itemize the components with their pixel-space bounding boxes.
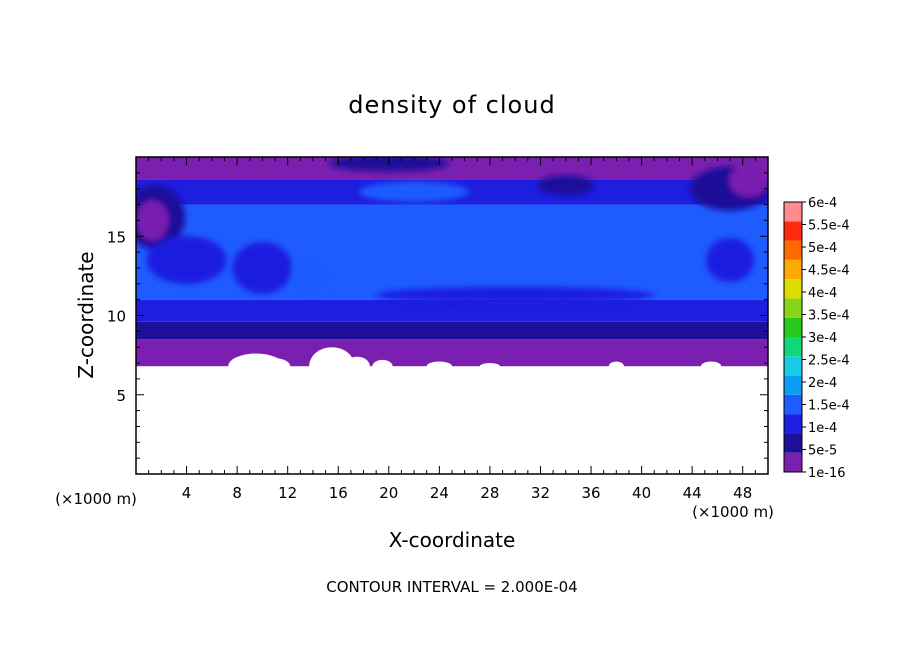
field-patch-8 [375, 286, 656, 303]
legend-swatch [784, 202, 802, 222]
legend-label: 5e-5 [808, 444, 837, 459]
legend-swatch [784, 337, 802, 357]
legend-swatch [784, 259, 802, 280]
field-layer-3 [136, 204, 768, 300]
legend-swatch [784, 433, 802, 453]
legend-swatch [784, 375, 802, 395]
field-patch-10 [706, 238, 755, 283]
field-layer-1 [136, 321, 768, 340]
legend-swatch [784, 452, 802, 472]
y-axis: 5 10 15 [107, 172, 768, 459]
x-tick-label: 24 [430, 484, 449, 502]
field-patch-1 [136, 200, 169, 241]
x-tick-label: 20 [379, 484, 398, 502]
legend-label: 2.5e-4 [808, 354, 850, 369]
x-tick-label: 32 [531, 484, 550, 502]
x-tick-label: 36 [581, 484, 600, 502]
base-gap-3 [344, 356, 370, 376]
legend-swatch [784, 356, 802, 376]
field-patch-7 [729, 164, 768, 197]
legend-swatch [784, 298, 802, 318]
x-tick-label: 4 [182, 484, 192, 502]
y-tick-label: 10 [107, 308, 126, 326]
legend-label: 1.5e-4 [808, 399, 850, 414]
legend-swatch [784, 394, 802, 415]
y-tick-label: 15 [107, 228, 126, 246]
field-patch-2 [146, 236, 227, 285]
legend-swatch [784, 240, 802, 260]
x-tick-label: 12 [278, 484, 297, 502]
x-tick-label: 8 [232, 484, 242, 502]
legend-swatch [784, 221, 802, 241]
base-gap-1 [259, 358, 291, 375]
plot-area [136, 157, 768, 474]
legend-label: 2e-4 [808, 376, 837, 391]
base-gap-8 [701, 361, 722, 371]
legend-label: 6e-4 [808, 196, 837, 211]
color-legend: 1e-16 5e-5 1e-4 1.5e-4 2e-4 2.5e-4 3e-4 3.5e-4 4… [783, 196, 850, 481]
base-gap-5 [426, 361, 452, 371]
field-layer-2 [136, 299, 768, 322]
field-patch-4 [359, 181, 470, 202]
x-tick-label: 28 [480, 484, 499, 502]
base-gap-7 [608, 361, 624, 371]
field-patch-5 [537, 175, 594, 196]
legend-label: 4e-4 [808, 286, 837, 301]
field-patch-9 [290, 255, 335, 296]
legend-swatch [784, 414, 802, 434]
legend-swatch [784, 317, 802, 337]
cloud-base-edge [228, 347, 722, 386]
y-axis-title: Z-coordinate [74, 251, 98, 378]
x-axis-title: X-coordinate [389, 528, 516, 552]
x-axis: 4 8 12 16 20 24 28 32 36 40 44 48 [148, 157, 756, 502]
base-gap-2 [309, 347, 355, 386]
legend-label: 3.5e-4 [808, 309, 850, 324]
cloud-field-patches [136, 157, 768, 303]
legend-label: 1e-16 [808, 466, 846, 481]
legend-swatch [784, 279, 802, 299]
base-gap-4 [372, 359, 393, 373]
x-tick-label: 48 [733, 484, 752, 502]
x-tick-label: 16 [329, 484, 348, 502]
legend-label: 1e-4 [808, 421, 837, 436]
field-layer-5 [136, 157, 768, 180]
x-unit-label-left: (×1000 m) [55, 490, 137, 508]
base-gap-6 [479, 363, 501, 370]
field-patch-3 [232, 241, 293, 294]
x-tick-label: 40 [632, 484, 651, 502]
contour-interval-note: CONTOUR INTERVAL = 2.000E-04 [326, 578, 577, 596]
legend-label: 3e-4 [808, 331, 837, 346]
legend-label: 5.5e-4 [808, 219, 850, 234]
y-tick-label: 5 [116, 387, 126, 405]
legend-label: 4.5e-4 [808, 264, 850, 279]
legend-label: 5e-4 [808, 241, 837, 256]
x-unit-label-right: (×1000 m) [692, 503, 774, 521]
x-tick-label: 44 [683, 484, 702, 502]
chart-title: density of cloud [348, 91, 555, 119]
